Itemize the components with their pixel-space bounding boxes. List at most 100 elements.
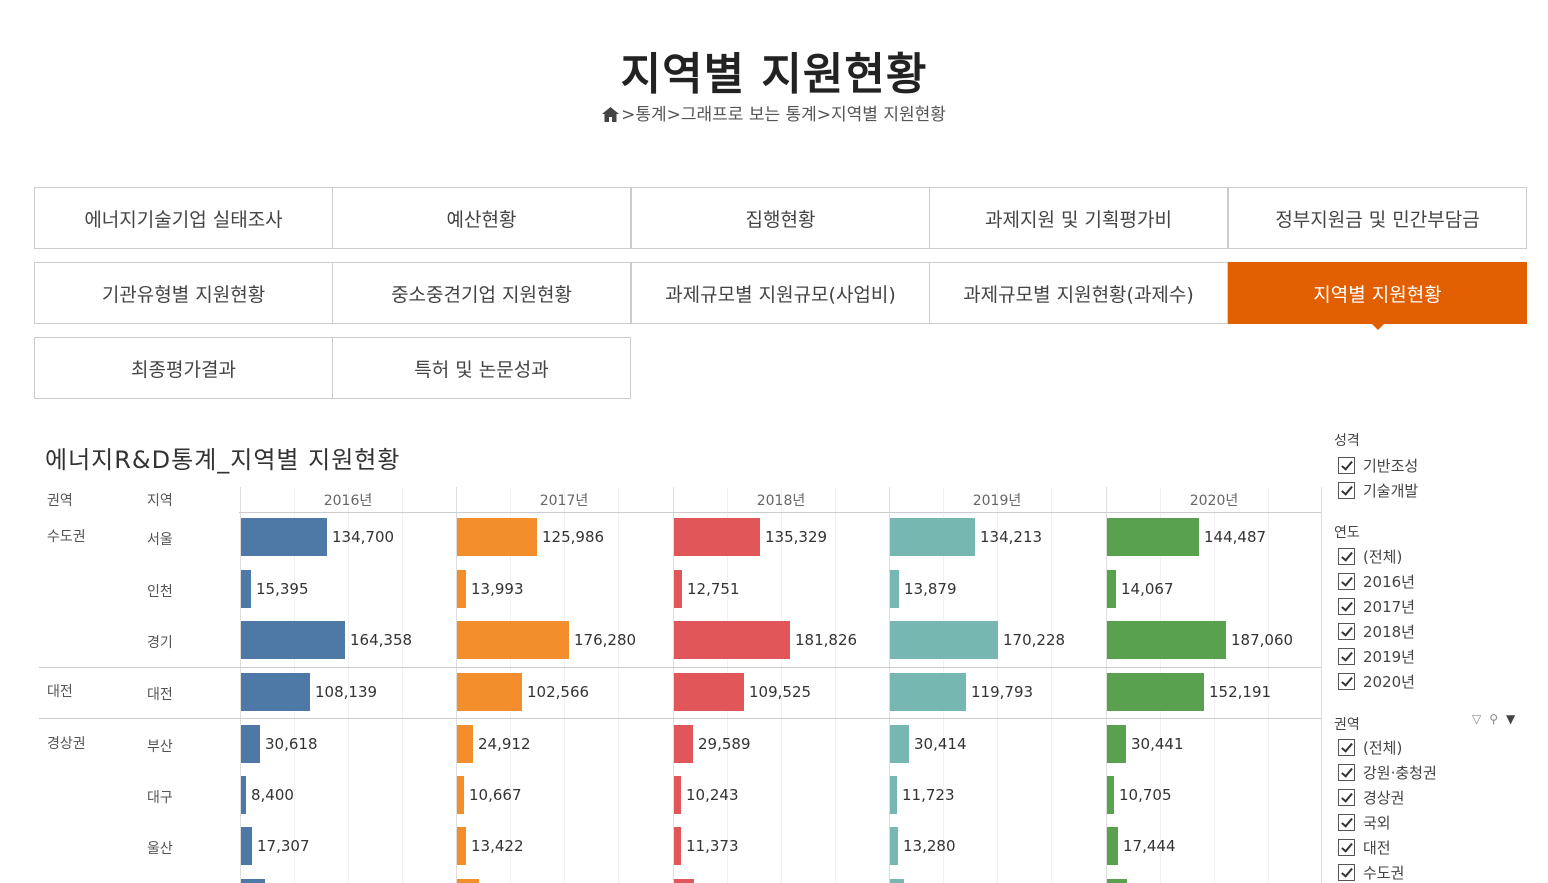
minor-gridline	[835, 487, 836, 883]
bar	[890, 827, 898, 865]
funnel-icon[interactable]: ▽	[1472, 712, 1482, 726]
bar	[890, 621, 998, 659]
filter-region-item[interactable]: 강원·충청권	[1338, 762, 1437, 783]
filter-year-item[interactable]: 2018년	[1338, 621, 1415, 642]
checkbox-icon[interactable]	[1338, 814, 1355, 831]
bar	[674, 518, 760, 556]
bar	[457, 621, 569, 659]
data-label: 30,441	[1131, 735, 1184, 753]
data-label: 164,358	[350, 631, 413, 649]
bar	[1107, 827, 1118, 865]
data-label: 119,793	[971, 683, 1034, 701]
data-label: 15,395	[256, 580, 309, 598]
bar	[1107, 725, 1126, 763]
minor-gridline	[1214, 487, 1215, 883]
checkbox-icon[interactable]	[1338, 648, 1355, 665]
checkbox-icon[interactable]	[1338, 789, 1355, 806]
tab-execution[interactable]: 집행현황	[631, 187, 930, 249]
tab-final-eval[interactable]: 최종평가결과	[34, 337, 333, 399]
filter-year-item[interactable]: 2020년	[1338, 671, 1415, 692]
tab-task-support[interactable]: 과제지원 및 기획평가비	[929, 187, 1228, 249]
bar	[890, 570, 899, 608]
tab-gov-private[interactable]: 정부지원금 및 민간부담금	[1228, 187, 1527, 249]
bar	[241, 673, 310, 711]
tab-patents-papers[interactable]: 특허 및 논문성과	[332, 337, 631, 399]
gridline	[1106, 487, 1107, 883]
filter-region-item[interactable]: 경상권	[1338, 787, 1404, 808]
gridline	[673, 487, 674, 883]
data-label: 12,751	[687, 580, 740, 598]
data-label: 134,213	[980, 528, 1043, 546]
checkbox-icon[interactable]	[1338, 839, 1355, 856]
filter-region-item[interactable]: 국외	[1338, 812, 1391, 833]
data-label: 187,060	[1231, 631, 1294, 649]
filter-year-item[interactable]: 2017년	[1338, 596, 1415, 617]
filter-year-item[interactable]: 2016년	[1338, 571, 1415, 592]
breadcrumb-stats[interactable]: >통계	[621, 105, 667, 125]
minor-gridline	[997, 487, 998, 883]
col-header-region: 권역	[47, 493, 73, 509]
breadcrumb-graph-stats[interactable]: >그래프로 보는 통계	[666, 105, 817, 125]
tab-task-scale-count[interactable]: 과제규모별 지원현황(과제수)	[929, 262, 1228, 324]
tab-institution-type[interactable]: 기관유형별 지원현황	[34, 262, 333, 324]
tab-task-scale-cost[interactable]: 과제규모별 지원규모(사업비)	[631, 262, 930, 324]
filter-region-title: 권역	[1334, 717, 1360, 733]
search-icon[interactable]: ⚲	[1489, 712, 1499, 726]
group-divider	[39, 718, 1321, 719]
city-label: 인천	[147, 584, 173, 600]
data-label: 144,487	[1204, 528, 1267, 546]
checkbox-icon[interactable]	[1338, 623, 1355, 640]
breadcrumb-current[interactable]: >지역별 지원현황	[816, 105, 946, 125]
filter-region-item[interactable]: 대전	[1338, 837, 1391, 858]
gridline	[1321, 487, 1322, 883]
data-label: 125,986	[542, 528, 605, 546]
checkbox-icon[interactable]	[1338, 864, 1355, 881]
filter-nature-item[interactable]: 기술개발	[1338, 480, 1418, 501]
tab-budget[interactable]: 예산현황	[332, 187, 631, 249]
data-label: 17,307	[257, 837, 310, 855]
data-label: 10,243	[686, 786, 739, 804]
filter-year-item[interactable]: (전체)	[1338, 546, 1402, 567]
dropdown-arrow-icon[interactable]: ▼	[1506, 712, 1516, 726]
tab-regional[interactable]: 지역별 지원현황	[1228, 262, 1527, 330]
checkbox-icon[interactable]	[1338, 764, 1355, 781]
year-header: 2019년	[972, 493, 1022, 509]
checkbox-icon[interactable]	[1338, 457, 1355, 474]
checkbox-icon[interactable]	[1338, 482, 1355, 499]
data-label: 11,723	[902, 786, 955, 804]
home-icon[interactable]	[602, 107, 620, 127]
minor-gridline	[1051, 487, 1052, 883]
tab-sme[interactable]: 중소중견기업 지원현황	[332, 262, 631, 324]
city-label: 경기	[147, 635, 173, 651]
data-label: 170,228	[1003, 631, 1066, 649]
data-label: 109,525	[749, 683, 812, 701]
city-label: 부산	[147, 739, 173, 755]
minor-gridline	[781, 487, 782, 883]
data-label: 30,414	[914, 735, 967, 753]
checkbox-icon[interactable]	[1338, 598, 1355, 615]
checkbox-icon[interactable]	[1338, 548, 1355, 565]
minor-gridline	[618, 487, 619, 883]
filter-region-item[interactable]: 수도권	[1338, 862, 1404, 883]
group-divider	[39, 667, 1321, 668]
checkbox-icon[interactable]	[1338, 673, 1355, 690]
region-label: 대전	[47, 684, 73, 700]
gridline	[240, 487, 241, 883]
data-label: 152,191	[1209, 683, 1272, 701]
filter-nature-item[interactable]: 기반조성	[1338, 455, 1418, 476]
checkbox-icon[interactable]	[1338, 739, 1355, 756]
tab-energy-tech-survey[interactable]: 에너지기술기업 실태조사	[34, 187, 333, 249]
bar	[674, 621, 790, 659]
filter-year-item[interactable]: 2019년	[1338, 646, 1415, 667]
data-label: 24,912	[478, 735, 531, 753]
checkbox-icon[interactable]	[1338, 573, 1355, 590]
bar	[890, 673, 966, 711]
filter-region-item[interactable]: (전체)	[1338, 737, 1402, 758]
data-label: 13,280	[903, 837, 956, 855]
bar	[241, 879, 265, 883]
data-label: 135,329	[765, 528, 828, 546]
bar	[674, 673, 744, 711]
bar	[674, 879, 694, 883]
data-label: 14,067	[1121, 580, 1174, 598]
data-label: 108,139	[315, 683, 378, 701]
